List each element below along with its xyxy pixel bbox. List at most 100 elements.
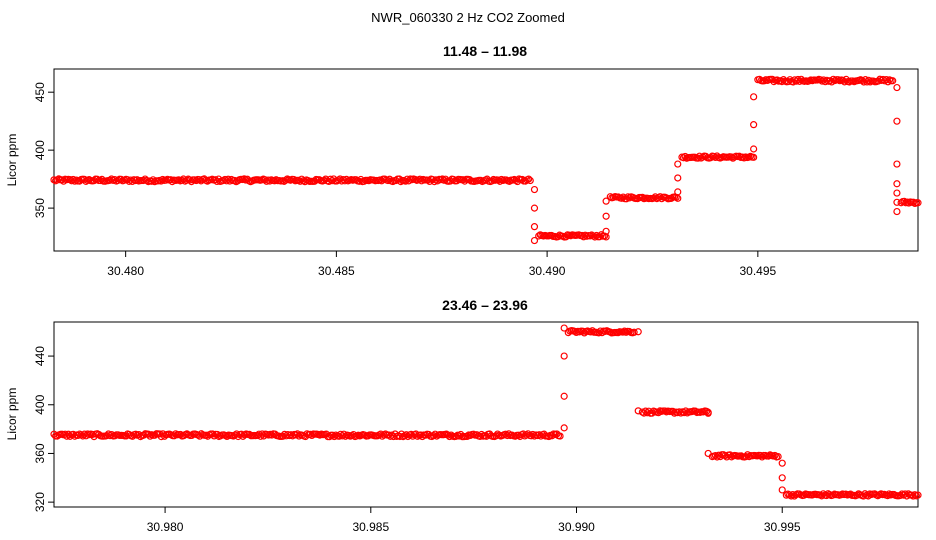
top-x-tick-label: 30.495 [739, 264, 776, 278]
bottom-data-point [64, 430, 73, 438]
top-data-point [93, 175, 101, 183]
top-data-point [829, 75, 837, 83]
top-data-point [69, 175, 77, 184]
bottom-transition-point [704, 449, 712, 458]
top-y-tick-label: 350 [33, 198, 47, 218]
top-transition-point [674, 174, 682, 182]
bottom-data-point [771, 451, 779, 460]
bottom-data-point [911, 491, 919, 499]
top-data-point [617, 194, 626, 202]
top-data-point [865, 76, 873, 84]
top-data-point [526, 176, 534, 185]
top-transition-point [893, 207, 901, 216]
top-transition-point [530, 223, 539, 231]
top-x-tick-label: 30.490 [529, 264, 566, 278]
bottom-data-point [469, 430, 478, 438]
figure-title: NWR_060330 2 Hz CO2 Zoomed [371, 10, 565, 25]
top-y-tick-label: 450 [33, 82, 47, 102]
bottom-transition-point [560, 352, 568, 360]
top-data-point [707, 154, 715, 162]
bottom-transition-point [634, 407, 642, 415]
bottom-data-point [330, 432, 338, 441]
top-transition-point [674, 160, 682, 168]
top-data-points [50, 75, 922, 245]
top-data-point [591, 233, 599, 241]
bottom-transition-point [778, 486, 786, 494]
bottom-data-point [774, 453, 782, 461]
top-data-point [638, 193, 647, 201]
top-data-point [175, 176, 183, 184]
top-data-point [750, 153, 758, 161]
bottom-transition-point [560, 424, 568, 432]
top-transition-point [893, 160, 901, 168]
bottom-data-points [50, 324, 922, 500]
top-data-point [909, 198, 918, 206]
top-data-point [397, 177, 405, 186]
top-transition-point [602, 227, 610, 235]
bottom-data-point [202, 431, 210, 439]
bottom-data-point [556, 432, 564, 440]
bottom-data-point [643, 409, 651, 417]
top-transition-point [750, 93, 758, 101]
bottom-transition-point [560, 392, 568, 400]
top-y-tick-label: 400 [33, 140, 47, 160]
bottom-data-point [407, 430, 415, 438]
bottom-transition-point [704, 409, 712, 417]
top-data-point [296, 177, 304, 185]
top-transition-point [750, 145, 758, 153]
top-transition-point [530, 185, 539, 194]
top-data-point [80, 175, 88, 183]
bottom-data-point [883, 492, 892, 500]
bottom-y-axis: 320 360 400 440 [33, 346, 54, 512]
bottom-data-point [721, 451, 729, 460]
bottom-x-tick-label: 30.980 [147, 520, 184, 534]
bottom-data-point [401, 432, 409, 440]
top-transition-point [893, 180, 901, 188]
bottom-data-point [787, 492, 795, 500]
top-transition-point [893, 189, 901, 197]
top-data-point [424, 176, 432, 184]
bottom-data-point [208, 430, 217, 438]
bottom-data-point [901, 490, 909, 498]
top-data-point [290, 175, 298, 184]
bottom-y-tick-label: 360 [33, 443, 47, 463]
bottom-data-point [146, 432, 154, 440]
top-data-point [884, 78, 892, 86]
top-y-axis-label: Licor ppm [5, 134, 19, 187]
bottom-data-point [170, 432, 178, 440]
bottom-chart-title: 23.46 – 23.96 [442, 297, 528, 313]
bottom-data-point [82, 432, 90, 440]
bottom-data-point [654, 409, 662, 417]
bottom-x-axis: 30.980 30.985 30.990 30.995 [147, 507, 801, 534]
bottom-data-point [620, 327, 629, 335]
bottom-transition-point [560, 324, 568, 332]
top-transition-point [530, 204, 539, 212]
top-transition-point [893, 83, 901, 92]
top-transition-point [602, 212, 610, 220]
top-data-point [650, 194, 658, 202]
top-x-tick-label: 30.480 [107, 264, 144, 278]
top-transition-point [602, 197, 610, 205]
bottom-data-point [818, 492, 826, 500]
top-data-point [496, 177, 504, 185]
bottom-transition-point [778, 474, 786, 482]
bottom-y-axis-label: Licor ppm [5, 388, 19, 441]
top-chart-title: 11.48 – 11.98 [443, 43, 527, 59]
top-data-point [651, 193, 659, 201]
bottom-data-point [595, 329, 603, 337]
top-data-point [889, 77, 897, 85]
bottom-transition-point [634, 328, 642, 336]
bottom-y-tick-label: 440 [33, 346, 47, 366]
bottom-x-tick-label: 30.985 [352, 520, 389, 534]
top-transition-point [674, 188, 682, 196]
top-data-point [914, 199, 922, 207]
bottom-data-point [914, 491, 922, 499]
bottom-y-tick-label: 320 [33, 492, 47, 512]
bottom-data-point [63, 432, 71, 440]
top-x-axis: 30.480 30.485 30.490 30.495 [107, 251, 777, 278]
bottom-x-tick-label: 30.990 [558, 520, 595, 534]
top-transition-point [530, 236, 539, 245]
bottom-data-point [402, 431, 410, 439]
top-y-axis: 350 400 450 [33, 82, 54, 218]
